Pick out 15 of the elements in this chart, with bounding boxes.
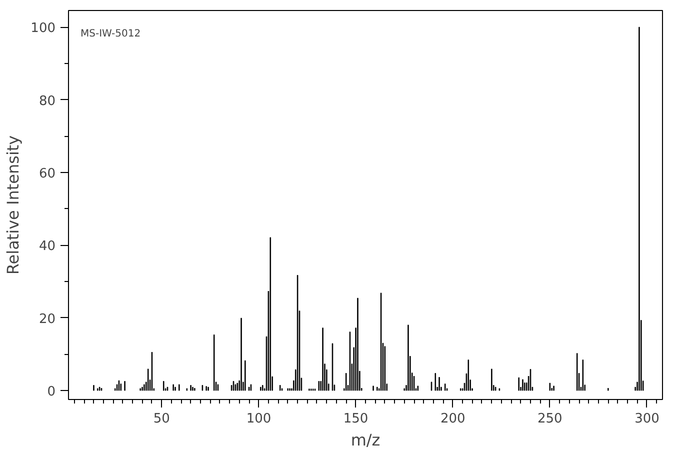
y-tick-label: 0 (47, 384, 56, 400)
x-axis-title: m/z (350, 430, 380, 450)
y-tick-label: 60 (38, 166, 56, 182)
y-axis-title: Relative Intensity (4, 135, 23, 275)
annotation: MS-IW-5012 (80, 28, 141, 40)
y-tick-label: 100 (30, 21, 56, 36)
y-tick-label: 40 (38, 239, 56, 254)
x-tick-label: 300 (634, 412, 660, 426)
x-tick-label: 150 (343, 412, 368, 426)
x-tick-label: 250 (538, 412, 562, 426)
x-tick-label: 50 (153, 412, 170, 426)
y-tick-label: 20 (38, 312, 56, 327)
x-tick-label: 100 (246, 412, 272, 426)
y-tick-label: 80 (38, 94, 56, 109)
x-tick-label: 200 (440, 412, 466, 426)
